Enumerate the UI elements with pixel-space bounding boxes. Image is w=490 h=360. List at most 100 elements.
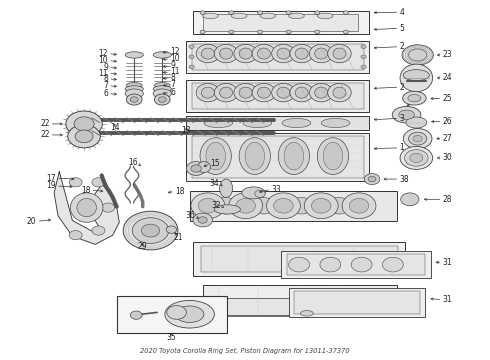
- Ellipse shape: [333, 48, 346, 59]
- Ellipse shape: [318, 13, 333, 19]
- Ellipse shape: [132, 218, 169, 243]
- Ellipse shape: [229, 30, 234, 34]
- Ellipse shape: [361, 65, 366, 69]
- Text: 6: 6: [170, 88, 175, 97]
- Ellipse shape: [153, 52, 172, 58]
- Ellipse shape: [401, 193, 419, 206]
- Ellipse shape: [158, 97, 166, 102]
- Ellipse shape: [126, 94, 142, 105]
- Bar: [294, 291, 420, 314]
- Bar: [287, 255, 425, 275]
- Ellipse shape: [383, 257, 403, 272]
- Ellipse shape: [400, 147, 433, 170]
- Ellipse shape: [236, 198, 255, 213]
- Ellipse shape: [349, 198, 369, 213]
- Ellipse shape: [214, 198, 237, 214]
- Text: 8: 8: [103, 75, 108, 84]
- Ellipse shape: [272, 84, 295, 102]
- Text: 22: 22: [40, 130, 49, 139]
- Ellipse shape: [191, 165, 201, 172]
- Ellipse shape: [272, 44, 295, 63]
- Ellipse shape: [200, 138, 231, 175]
- Bar: [203, 285, 397, 316]
- Ellipse shape: [189, 65, 194, 69]
- Ellipse shape: [198, 217, 207, 223]
- Ellipse shape: [320, 257, 341, 272]
- Ellipse shape: [215, 205, 241, 214]
- Ellipse shape: [361, 45, 366, 49]
- Ellipse shape: [257, 30, 263, 34]
- Text: 10: 10: [170, 54, 180, 63]
- Ellipse shape: [315, 48, 328, 59]
- Ellipse shape: [198, 198, 218, 213]
- Ellipse shape: [201, 87, 215, 98]
- Ellipse shape: [403, 69, 429, 81]
- Bar: [193, 11, 369, 34]
- Bar: [186, 41, 369, 73]
- Ellipse shape: [215, 84, 238, 102]
- Ellipse shape: [166, 226, 176, 233]
- Ellipse shape: [289, 257, 310, 272]
- Ellipse shape: [351, 257, 372, 272]
- Ellipse shape: [282, 118, 311, 127]
- Ellipse shape: [277, 87, 290, 98]
- Ellipse shape: [310, 44, 333, 63]
- Bar: [186, 133, 369, 181]
- Ellipse shape: [403, 129, 432, 149]
- Text: 29: 29: [138, 242, 147, 251]
- Ellipse shape: [328, 84, 351, 102]
- Ellipse shape: [402, 45, 433, 65]
- Ellipse shape: [277, 48, 290, 59]
- Ellipse shape: [327, 198, 350, 214]
- Ellipse shape: [255, 190, 265, 198]
- Ellipse shape: [274, 198, 293, 213]
- Text: 1: 1: [399, 143, 404, 152]
- Ellipse shape: [364, 174, 380, 185]
- Ellipse shape: [203, 13, 218, 19]
- Ellipse shape: [123, 211, 178, 250]
- Ellipse shape: [392, 107, 421, 123]
- Bar: [289, 288, 425, 317]
- Ellipse shape: [343, 30, 348, 34]
- Ellipse shape: [295, 87, 308, 98]
- Ellipse shape: [304, 193, 338, 219]
- Ellipse shape: [315, 30, 320, 34]
- Ellipse shape: [300, 311, 314, 316]
- Ellipse shape: [231, 13, 247, 19]
- Ellipse shape: [286, 11, 291, 14]
- Ellipse shape: [130, 97, 138, 102]
- Bar: [193, 242, 405, 276]
- Text: 22: 22: [40, 120, 49, 129]
- Ellipse shape: [69, 178, 82, 187]
- Text: 10: 10: [98, 56, 108, 65]
- Ellipse shape: [167, 306, 186, 319]
- Ellipse shape: [312, 198, 331, 213]
- Ellipse shape: [204, 118, 233, 127]
- Ellipse shape: [284, 142, 304, 170]
- Ellipse shape: [410, 153, 423, 162]
- Ellipse shape: [193, 213, 213, 227]
- Ellipse shape: [399, 110, 415, 119]
- Text: 6: 6: [103, 89, 108, 98]
- Ellipse shape: [154, 82, 170, 88]
- Text: 13: 13: [182, 126, 191, 135]
- Ellipse shape: [257, 87, 270, 98]
- Text: 3: 3: [399, 114, 404, 123]
- Ellipse shape: [245, 142, 265, 170]
- Text: 5: 5: [399, 24, 404, 33]
- Text: 2: 2: [399, 83, 404, 92]
- Ellipse shape: [234, 44, 257, 63]
- Ellipse shape: [125, 89, 144, 98]
- Text: 35: 35: [167, 333, 176, 342]
- Text: 20: 20: [27, 217, 37, 226]
- Ellipse shape: [333, 87, 346, 98]
- Ellipse shape: [189, 55, 194, 59]
- Ellipse shape: [242, 187, 265, 199]
- Ellipse shape: [342, 193, 376, 219]
- Text: 33: 33: [271, 185, 281, 194]
- Ellipse shape: [142, 224, 160, 237]
- Text: 28: 28: [442, 195, 452, 204]
- Ellipse shape: [220, 87, 233, 98]
- Text: 4: 4: [399, 8, 404, 17]
- Ellipse shape: [200, 30, 205, 34]
